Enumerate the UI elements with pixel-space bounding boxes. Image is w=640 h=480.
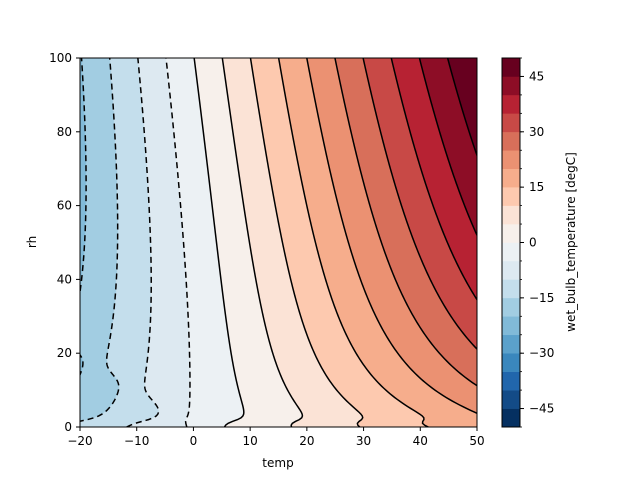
contour-line-minus15 — [80, 58, 120, 422]
y-tick-label: 0 — [64, 420, 72, 434]
colorbar-band — [502, 76, 520, 96]
colorbar-tick-label: 30 — [529, 125, 544, 139]
y-axis: 0 20 40 60 80 100 — [49, 51, 80, 434]
colorbar-band — [502, 316, 520, 336]
contour-line-45 — [446, 58, 477, 158]
colorbar-band — [502, 242, 520, 262]
contour-line-20 — [306, 58, 477, 415]
y-tick-label: 20 — [57, 346, 72, 360]
colorbar-tick-label: −30 — [529, 346, 554, 360]
colorbar-band — [502, 205, 520, 225]
x-tick-label: 50 — [469, 434, 484, 448]
colorbar-band — [502, 150, 520, 169]
x-tick-label: 20 — [299, 434, 314, 448]
contour-line-25 — [334, 58, 477, 387]
x-tick-label: 0 — [190, 434, 198, 448]
colorbar-band — [502, 279, 520, 299]
y-tick-label: 100 — [49, 51, 72, 65]
contour-line-minus20 — [80, 58, 87, 377]
colorbar-band — [502, 94, 520, 114]
plot-frame — [79, 57, 478, 428]
x-tick-label: −10 — [124, 434, 149, 448]
colorbar-tick-label: −45 — [529, 402, 554, 416]
colorbar-tick-label: 15 — [529, 180, 544, 194]
colorbar: −45 −30 −15 0 15 30 45 wet_bulb_temperature [d… — [501, 57, 578, 428]
contour-line-40 — [418, 58, 477, 238]
plot-area — [79, 57, 478, 428]
y-tick-label: 40 — [57, 272, 72, 286]
colorbar-band — [502, 260, 520, 280]
x-tick-label: 10 — [243, 434, 258, 448]
colorbar-bands — [502, 58, 520, 428]
contour-lines — [80, 58, 477, 427]
colorbar-band — [502, 390, 520, 409]
colorbar-band — [502, 131, 520, 151]
colorbar-label: wet_bulb_temperature [degC] — [564, 152, 578, 332]
contour-line-30 — [362, 58, 477, 351]
y-axis-label: rh — [25, 236, 39, 248]
x-tick-label: 40 — [413, 434, 428, 448]
colorbar-tick-label: −15 — [529, 291, 554, 305]
colorbar-band — [502, 408, 520, 428]
contour-line-35 — [390, 58, 477, 302]
colorbar-band — [502, 187, 520, 206]
colorbar-band — [502, 353, 520, 372]
filled-contour-image — [80, 58, 477, 427]
colorbar-band — [502, 371, 520, 391]
colorbar-band — [502, 168, 520, 188]
colorbar-ticks: −45 −30 −15 0 15 30 45 — [520, 57, 554, 428]
contour-line-15 — [277, 58, 429, 427]
colorbar-band — [502, 58, 520, 77]
contour-line-minus10 — [126, 58, 160, 427]
y-tick-label: 80 — [57, 125, 72, 139]
colorbar-band — [502, 224, 520, 243]
x-axis: −20 −10 0 10 20 30 40 50 — [67, 427, 485, 448]
colorbar-tick-label: 0 — [529, 236, 537, 250]
contour-line-minus5 — [165, 58, 191, 427]
contour-line-10 — [249, 58, 364, 427]
y-tick-label: 60 — [57, 199, 72, 213]
contour-line-5 — [221, 58, 304, 427]
x-axis-label: temp — [262, 456, 293, 470]
colorbar-band — [502, 334, 520, 354]
contour-line-0 — [193, 58, 245, 427]
x-tick-label: 30 — [356, 434, 371, 448]
colorbar-band — [502, 297, 520, 317]
colorbar-tick-label: 45 — [529, 69, 544, 83]
x-tick-label: −20 — [67, 434, 92, 448]
colorbar-band — [502, 113, 520, 133]
